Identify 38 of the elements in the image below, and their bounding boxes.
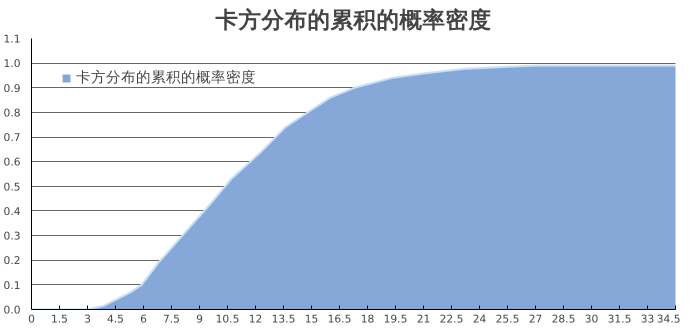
x-tick-label: 25.5 [496,312,520,326]
x-tick-label: 7.5 [163,312,180,326]
chart-title: 卡方分布的累积的概率密度 [214,6,492,34]
x-tick-label: 0 [28,312,36,326]
x-tick-label: 16.5 [328,312,352,326]
x-tick-label: 27 [528,312,542,326]
x-tick-label: 19.5 [384,312,408,326]
legend-label: 卡方分布的累积的概率密度 [76,68,256,87]
x-tick-label: 12 [248,312,262,326]
x-tick-label: 9 [196,312,204,326]
y-tick-label: 0.2 [4,254,21,268]
y-tick-label: 0.4 [4,204,21,218]
y-tick-label: 1.1 [4,32,21,46]
x-tick-label: 28.5 [552,312,576,326]
y-tick-label: 0.6 [4,156,21,169]
y-tick-label: 0.5 [4,180,21,194]
x-tick-label: 33 [640,312,654,326]
x-tick-label: 21 [416,312,430,326]
x-tick-label: 31.5 [608,312,632,326]
y-tick-label: 0.9 [4,82,21,95]
x-tick-label: 6 [140,312,148,326]
x-tick-label: 18 [360,312,374,326]
y-tick-label: 0.0 [4,304,21,316]
y-tick-label: 0.3 [4,230,21,243]
x-tick-label: 4.5 [107,312,124,326]
x-tick-label: 1.5 [51,312,68,326]
y-tick-label: 1.0 [4,57,21,70]
x-tick-label: 34.5 [656,312,681,326]
y-tick-label: 0.7 [4,131,21,144]
y-tick-label: 0.8 [4,106,21,120]
x-tick-label: 15 [304,312,318,326]
x-tick-label: 3 [84,312,91,326]
x-tick-label: 30 [584,312,598,326]
x-tick-label: 10.5 [216,312,240,326]
x-tick-label: 13.5 [272,312,296,326]
y-tick-label: 0.1 [4,278,21,292]
x-tick-label: 24 [472,312,486,326]
x-tick-label: 22.5 [440,312,464,326]
